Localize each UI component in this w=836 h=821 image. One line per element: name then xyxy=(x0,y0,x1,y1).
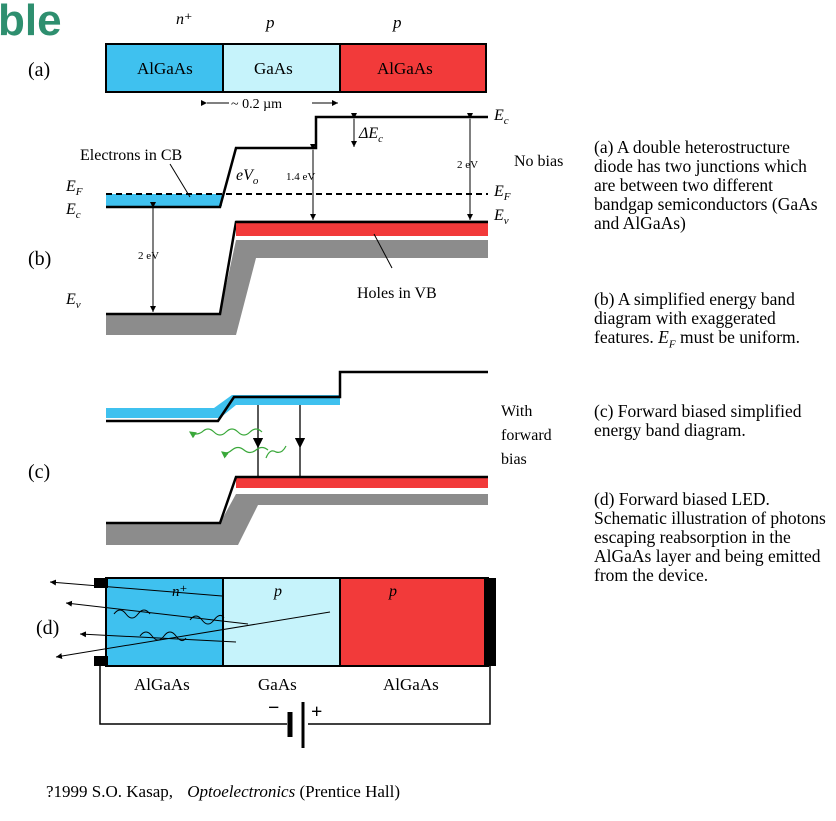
layer-a-p-algaas xyxy=(339,43,487,93)
bias-label-1: With xyxy=(501,403,532,420)
citation-prefix: ?1999 S.O. Kasap, xyxy=(46,782,174,801)
doping-d-p1: p xyxy=(273,583,282,600)
photon-ray-1 xyxy=(49,579,223,597)
photon-wave-d1 xyxy=(113,609,151,619)
citation-publisher: (Prentice Hall) xyxy=(299,782,401,801)
layer-a-label-2: GaAs xyxy=(254,59,293,78)
citation: ?1999 S.O. Kasap, Optoelectronics (Prent… xyxy=(46,782,400,802)
photon-ray-3 xyxy=(65,600,249,625)
left-electrode-bottom xyxy=(94,656,108,666)
circuit-wire xyxy=(99,666,287,725)
right-electrode xyxy=(484,578,496,666)
citation-book: Optoelectronics xyxy=(187,782,296,801)
layer-d-gaas xyxy=(222,577,341,667)
description-b: (b) A simplified energy band diagram wit… xyxy=(594,289,801,351)
photon-wave-2 xyxy=(221,446,269,459)
panel-label-c: (c) xyxy=(28,461,50,483)
ec-left-label: Ec xyxy=(65,201,81,221)
part-a-layers xyxy=(105,43,487,93)
layer-d-label-3: AlGaAs xyxy=(383,675,439,694)
electrons-strip-c xyxy=(106,395,340,418)
delta-ec-label: ΔEc xyxy=(358,125,383,145)
photon-wave-d3 xyxy=(189,614,225,625)
panel-label-d: (d) xyxy=(36,617,59,639)
gap-left-label: 2 eV xyxy=(138,250,159,262)
layer-d-label-1: AlGaAs xyxy=(134,675,190,694)
ev-left-label: Ev xyxy=(65,291,81,311)
conduction-band-edge-b xyxy=(106,115,488,209)
electrons-label: Electrons in CB xyxy=(80,147,182,164)
holes-strip-b xyxy=(236,223,488,236)
photon-ray-2 xyxy=(55,611,331,659)
ev-right-label: Ev xyxy=(493,207,509,227)
layer-a-label-1: AlGaAs xyxy=(137,59,193,78)
gap-right-label: 2 eV xyxy=(457,159,478,171)
valence-band-edge-c xyxy=(106,475,488,525)
conduction-band-edge-c xyxy=(106,370,488,423)
panel-label-a: (a) xyxy=(28,59,50,81)
battery-minus: − xyxy=(268,697,279,719)
ec-right-label: Ec xyxy=(493,107,509,127)
description-d: (d) Forward biased LED. Schematic illust… xyxy=(594,489,826,585)
description-b-text-1: (b) A simplified energy band diagram wit… xyxy=(594,289,795,347)
holes-label: Holes in VB xyxy=(357,285,437,302)
gap-mid-label: 1.4 eV xyxy=(286,171,315,183)
photon-wave-1 xyxy=(189,428,263,439)
panel-label-b: (b) xyxy=(28,248,51,270)
valence-band-shading-c xyxy=(106,494,488,545)
description-b-text-2: must be uniform. xyxy=(675,327,801,347)
layer-d-p-algaas xyxy=(339,577,489,667)
ev0-label: eVo xyxy=(236,167,259,187)
ef-right-label: EF xyxy=(493,183,511,203)
bias-label-2: forward xyxy=(501,427,552,444)
valence-band-shading-b xyxy=(106,240,488,335)
layer-d-label-2: GaAs xyxy=(258,675,297,694)
photon-wave-3 xyxy=(265,445,287,459)
holes-pointer xyxy=(373,233,393,269)
doping-a-p1: p xyxy=(265,13,275,32)
photon-wave-d2 xyxy=(139,631,187,642)
width-label: ~ 0.2 µm xyxy=(231,97,282,112)
doping-d-p2: p xyxy=(388,583,397,600)
layer-a-label-3: AlGaAs xyxy=(377,59,433,78)
layer-a-n-algaas xyxy=(105,43,224,93)
bias-label-3: bias xyxy=(501,451,527,468)
electrons-strip-b xyxy=(106,194,222,206)
left-electrode-top xyxy=(94,578,108,588)
doping-d-n: n⁺ xyxy=(172,584,187,600)
description-c: (c) Forward biased simplified energy ban… xyxy=(594,401,802,440)
holes-strip-c xyxy=(236,477,488,488)
photon-ray-4 xyxy=(79,631,237,643)
description-a: (a) A double heterostructure diode has t… xyxy=(594,137,818,233)
doping-a-p2: p xyxy=(392,13,402,32)
doping-a-n: n⁺ xyxy=(176,11,192,28)
ef-left-label: EF xyxy=(65,178,83,198)
battery-plus: + xyxy=(311,701,322,723)
no-bias-label: No bias xyxy=(514,153,563,170)
slide-title-fragment: ble xyxy=(0,0,62,45)
electrons-pointer xyxy=(169,163,191,198)
